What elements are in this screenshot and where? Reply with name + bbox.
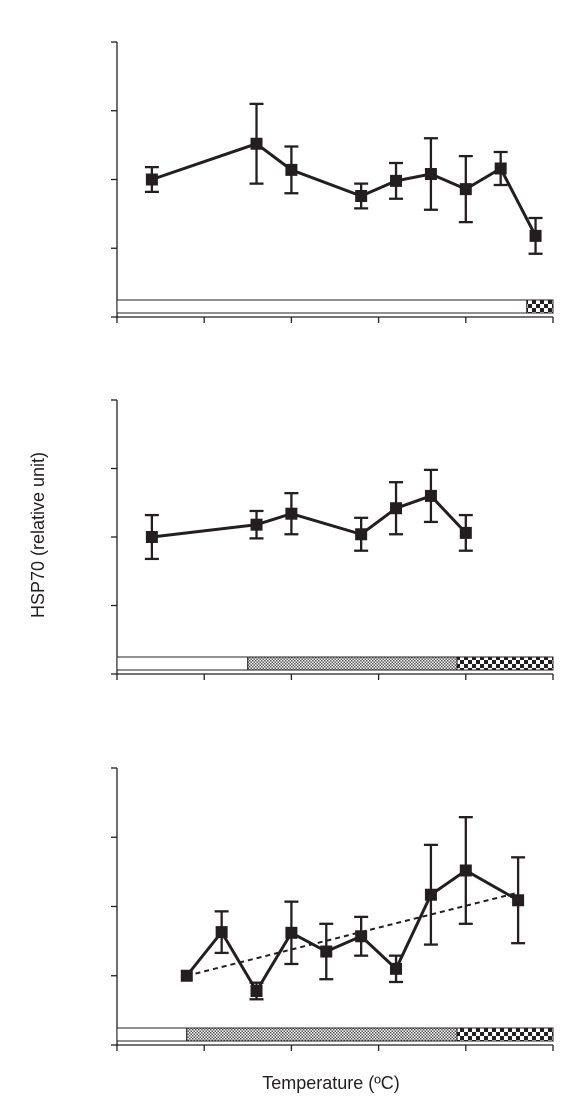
data-point: [390, 962, 403, 975]
data-point: [145, 531, 158, 543]
data-point: [250, 137, 263, 150]
regime-bar-fine-checker: [186, 1027, 458, 1042]
data-point: [285, 926, 298, 939]
regime-bar-open: [116, 299, 528, 314]
panel-b: [111, 399, 554, 680]
x-axis-title: Temperature (ºC): [262, 1073, 400, 1093]
data-point: [320, 945, 333, 958]
y-axis-title: HSP70 (relative unit): [28, 452, 48, 618]
data-point: [512, 894, 525, 907]
data-line: [151, 142, 537, 237]
panel-a: [111, 41, 554, 323]
data-point: [285, 163, 298, 176]
data-point: [145, 173, 158, 186]
data-point: [250, 518, 263, 531]
data-point: [424, 489, 437, 502]
data-point: [355, 930, 368, 943]
data-point: [424, 168, 437, 180]
data-point: [459, 864, 472, 877]
regime-bar-coarse-checker: [456, 1027, 554, 1042]
regime-bar-open: [116, 1027, 188, 1042]
data-point: [355, 528, 368, 541]
data-line: [185, 868, 519, 994]
data-point: [250, 984, 263, 997]
data-point: [459, 526, 472, 539]
data-point: [285, 507, 298, 520]
data-point: [355, 190, 368, 202]
data-point: [390, 502, 403, 515]
data-point: [494, 162, 507, 175]
data-point: [459, 183, 472, 196]
data-line: [151, 494, 467, 539]
trend-line: [186, 891, 519, 977]
regime-bar-coarse-checker: [526, 299, 554, 314]
panel-c: [111, 767, 554, 1051]
data-point: [529, 229, 542, 242]
data-point: [215, 926, 228, 939]
regime-bar-fine-checker: [247, 656, 458, 671]
data-point: [424, 888, 437, 901]
regime-bar-open: [116, 656, 249, 671]
regime-bar-coarse-checker: [456, 656, 554, 671]
data-point: [390, 174, 403, 187]
